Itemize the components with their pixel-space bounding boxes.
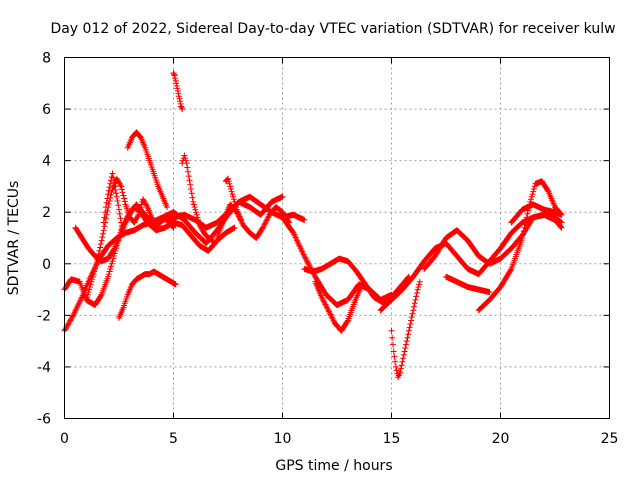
y-tick-labels: -6 -4 -2 0 2 4 6 8 [37,51,51,428]
series-arc-f [116,268,179,321]
x-tick-label: 15 [383,431,401,447]
x-tick-label: 20 [492,431,510,447]
series-arc-r [443,273,493,296]
series-arc-q [421,211,565,272]
series-arc-k [222,175,245,223]
data-point-markers [312,278,364,334]
y-tick-label: -4 [37,360,51,376]
series-arc-h [170,70,186,113]
data-point-markers [116,268,179,321]
series-arc-i [179,152,216,244]
data-point-markers [443,273,493,296]
data-point-markers [61,193,286,308]
axis-ticks [64,57,610,419]
series-arc-n [312,278,364,334]
series-arc-o [377,211,565,314]
series-arc-e [100,170,127,236]
y-tick-label: 8 [42,51,51,67]
data-point-markers [301,255,412,306]
x-tick-label: 10 [274,431,292,447]
data-point-markers [421,211,565,272]
data-point-markers [388,278,423,381]
x-tick-label: 25 [601,431,619,447]
series-arc-g [124,129,170,211]
series-arc-s [475,178,565,314]
series-arc-p [388,278,423,381]
plot-frame [64,57,610,419]
x-tick-label: 0 [60,431,69,447]
series-arc-b [61,193,286,308]
x-tick-label: 5 [169,431,178,447]
y-tick-label: 0 [42,257,51,273]
data-points [61,70,565,381]
data-point-markers [222,175,245,223]
data-point-markers [377,211,565,314]
data-point-markers [170,70,186,113]
y-axis-title: SDTVAR / TECUs [6,181,22,296]
grid-lines [64,57,610,419]
y-tick-label: 2 [42,205,51,221]
data-point-markers [179,152,216,244]
y-tick-label: 4 [42,154,51,170]
series-arc-m [301,255,412,306]
series-arc-t [508,201,565,226]
chart-title: Day 012 of 2022, Sidereal Day-to-day VTE… [50,21,615,37]
x-axis-title: GPS time / hours [275,458,392,474]
data-point-markers [475,178,565,314]
y-tick-label: -2 [37,308,51,324]
x-tick-labels: 0 5 10 15 20 25 [60,431,618,447]
data-point-markers [124,129,170,211]
data-point-markers [100,170,127,236]
y-tick-label: 6 [42,102,51,118]
data-point-markers [508,201,565,226]
y-tick-label: -6 [37,412,51,428]
